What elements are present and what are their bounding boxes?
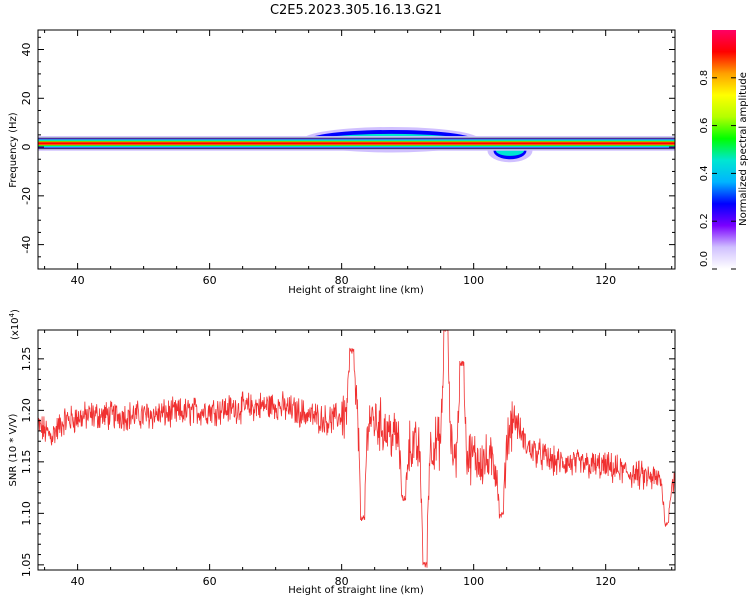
snr-multiplier: (x104) (8, 309, 21, 340)
snr-plot-area (38, 330, 675, 570)
heatmap-frame (37, 29, 676, 270)
snr-frame (37, 329, 676, 571)
heat-ytick-label-1: -20 (20, 187, 33, 205)
snr-ytick-label-1: 1.10 (20, 501, 33, 526)
snr-ytick-label-4: 1.25 (20, 347, 33, 372)
figure-title: C2E5.2023.305.16.13.G21 (270, 3, 442, 18)
snr-multiplier-close: ) (10, 309, 21, 313)
snr-xtick-label-0: 40 (71, 575, 85, 588)
heat-ytick-label-4: 40 (20, 43, 33, 57)
snr-xtick-label-4: 120 (595, 575, 616, 588)
snr-ylabel: SNR (10 * V/V) (8, 413, 19, 486)
snr-panel: 40 60 80 100 120 1.05 1.10 1.15 1.20 1.25 Height … (8, 309, 676, 596)
colorbar-ticks: 0.0 0.2 0.4 0.6 0.8 (699, 70, 736, 270)
snr-xlabel: Height of straight line (km) (288, 585, 424, 596)
colorbar-label: Normalized spectral amplitude (738, 72, 749, 226)
snr-xtick-label-2: 80 (335, 575, 349, 588)
cb-tick-label-1: 0.2 (699, 213, 710, 229)
cb-tick-label-3: 0.6 (699, 118, 710, 134)
snr-multiplier-exp: 4 (8, 312, 16, 317)
snr-ticks: 40 60 80 100 120 1.05 1.10 1.15 1.20 1.25 (20, 330, 675, 588)
heat-xtick-label-0: 40 (71, 274, 85, 287)
heat-ytick-label-0: -40 (20, 236, 33, 254)
heatmap-xlabel: Height of straight line (km) (288, 285, 424, 296)
colorbar-bar (712, 30, 736, 269)
cb-tick-label-4: 0.8 (699, 70, 710, 86)
heatmap-ylabel: Frequency (Hz) (8, 112, 19, 188)
cb-tick-label-2: 0.4 (699, 165, 710, 181)
heatmap-ticks: 40 60 80 100 120 -40 -20 0 20 40 (20, 30, 675, 287)
svg-text:(x104): (x104) (8, 309, 21, 340)
snr-series-line (38, 330, 675, 568)
heat-ytick-label-3: 20 (20, 91, 33, 105)
heat-ytick-label-2: 0 (20, 144, 33, 151)
snr-ytick-label-0: 1.05 (20, 553, 33, 578)
heat-xtick-label-3: 100 (463, 274, 484, 287)
snr-multiplier-base: (x10 (10, 317, 21, 340)
heat-xtick-label-4: 120 (595, 274, 616, 287)
heatmap-panel: 40 60 80 100 120 -40 -20 0 20 40 Height of straig… (8, 29, 676, 296)
snr-xtick-label-1: 60 (203, 575, 217, 588)
heat-xtick-label-2: 80 (335, 274, 349, 287)
heatmap-band (38, 126, 675, 163)
snr-xtick-label-3: 100 (463, 575, 484, 588)
snr-ytick-label-2: 1.15 (20, 450, 33, 475)
colorbar: 0.0 0.2 0.4 0.6 0.8 Normalized spectral ampl… (699, 30, 749, 270)
cb-tick-label-0: 0.0 (699, 251, 710, 267)
heat-band-layer-5 (38, 142, 675, 145)
snr-ytick-label-3: 1.20 (20, 398, 33, 423)
heat-xtick-label-1: 60 (203, 274, 217, 287)
